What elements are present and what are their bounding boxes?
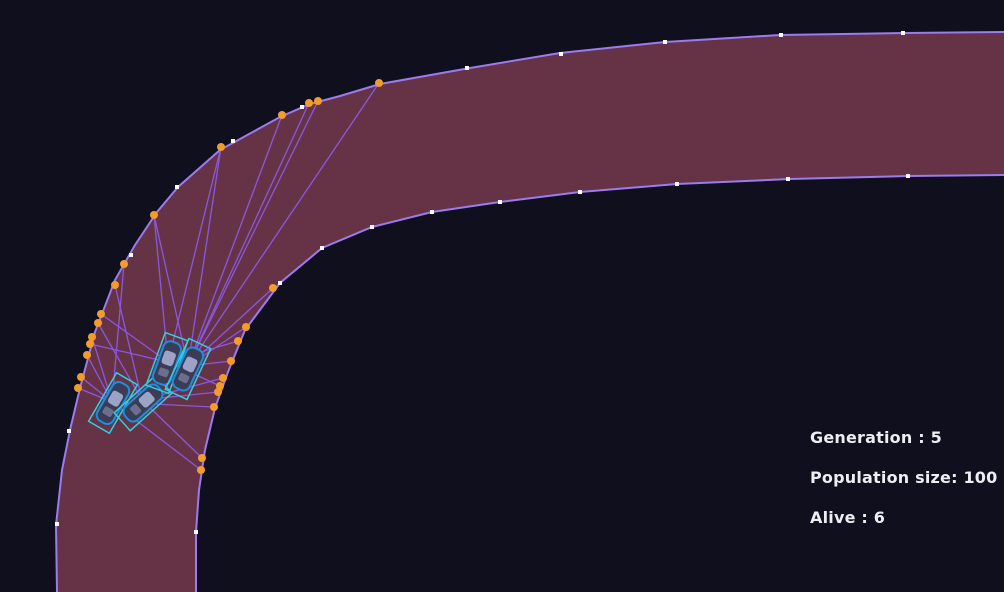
sensor-ray: [153, 214, 169, 363]
checkpoint-marker: [300, 105, 304, 109]
checkpoint-marker: [194, 530, 198, 534]
checkpoint-marker: [901, 31, 905, 35]
sensor-hit-point: [83, 351, 91, 359]
sensor-ray: [187, 100, 319, 367]
sensor-ray: [187, 146, 222, 367]
sensor-hit-point: [217, 143, 225, 151]
sensor-ray: [153, 214, 189, 367]
checkpoint-marker: [129, 253, 133, 257]
sensor-hit-point: [86, 340, 94, 348]
car: [113, 374, 173, 432]
checkpoint-marker: [370, 225, 374, 229]
sensor-hit-point: [219, 374, 227, 382]
sensor-hit-point: [278, 111, 286, 119]
checkpoint-markers: [55, 31, 910, 534]
sensor-hit-point: [269, 284, 277, 292]
sensor-hit-point: [375, 79, 383, 87]
checkpoint-marker: [430, 210, 434, 214]
sensor-hit-point: [305, 99, 313, 107]
sensor-hit-point: [94, 319, 102, 327]
sensor-hit-point: [234, 337, 242, 345]
car: [164, 337, 212, 401]
sensor-hit-point: [74, 384, 82, 392]
checkpoint-marker: [786, 177, 790, 181]
sensor-hit-points: [74, 79, 383, 474]
car: [87, 371, 139, 435]
sensor-ray: [187, 82, 380, 367]
sensor-ray: [167, 146, 222, 363]
sensor-ray: [97, 322, 143, 401]
checkpoint-marker: [55, 522, 59, 526]
checkpoint-marker: [498, 200, 502, 204]
sensor-hit-point: [197, 466, 205, 474]
hud-panel: Generation : 5 Population size: 100 Aliv…: [810, 418, 997, 538]
checkpoint-marker: [663, 40, 667, 44]
race-track: [56, 32, 1004, 592]
sensor-hit-point: [242, 323, 250, 331]
generation-label: Generation : 5: [810, 428, 942, 447]
sensor-hit-point: [97, 310, 105, 318]
sensor-ray: [141, 399, 203, 459]
checkpoint-marker: [559, 52, 563, 56]
sensor-hit-point: [198, 454, 206, 462]
population-size-label: Population size: 100: [810, 468, 998, 487]
sensor-hit-point: [120, 260, 128, 268]
checkpoint-marker: [465, 66, 469, 70]
sensor-ray: [111, 263, 125, 403]
checkpoint-marker: [675, 182, 679, 186]
sensor-ray: [187, 114, 283, 367]
checkpoint-marker: [906, 174, 910, 178]
sensor-hit-point: [111, 281, 119, 289]
sensor-hit-point: [314, 97, 322, 105]
checkpoint-marker: [320, 246, 324, 250]
checkpoint-marker: [278, 281, 282, 285]
sensor-hit-point: [227, 357, 235, 365]
sensor-ray: [114, 284, 143, 401]
sensor-hit-point: [150, 211, 158, 219]
sensor-hit-point: [77, 373, 85, 381]
car: [145, 331, 189, 395]
checkpoint-marker: [779, 33, 783, 37]
checkpoint-marker: [231, 139, 235, 143]
checkpoint-marker: [67, 429, 71, 433]
sensor-hit-point: [214, 388, 222, 396]
cars: [87, 331, 212, 435]
checkpoint-marker: [175, 185, 179, 189]
alive-count-label: Alive : 6: [810, 508, 886, 527]
checkpoint-marker: [578, 190, 582, 194]
sensor-hit-point: [88, 333, 96, 341]
sensor-ray: [187, 102, 310, 367]
sensor-hit-point: [210, 403, 218, 411]
